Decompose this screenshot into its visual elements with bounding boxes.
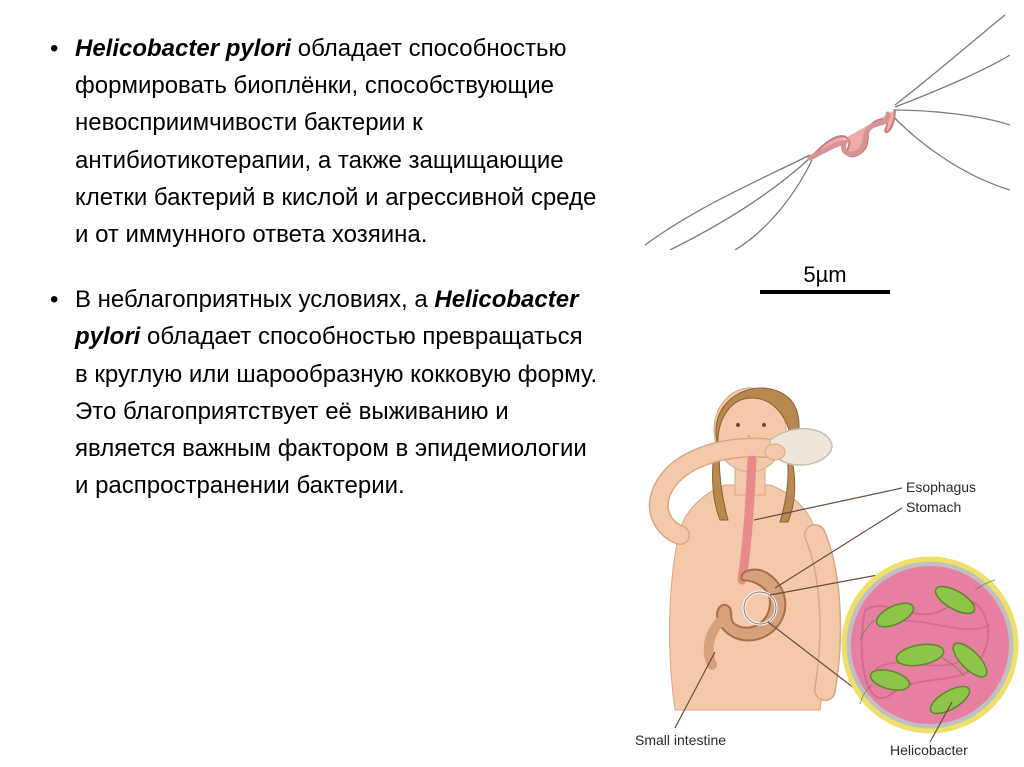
bullet-2: В неблагоприятных условиях, а Helicobact… (45, 281, 600, 504)
scale-bar: 5µm (760, 262, 890, 294)
bullet-list: Helicobacter pylori обладает способность… (45, 30, 600, 504)
scale-text: 5µm (760, 262, 890, 288)
scale-bar-line (760, 290, 890, 294)
label-pylori: pylori (910, 757, 943, 760)
bullet-2-pre: В неблагоприятных условиях, а (75, 286, 434, 313)
bullet-1: Helicobacter pylori обладает способность… (45, 30, 600, 253)
label-esophagus: Esophagus (906, 479, 976, 495)
label-small-intestine: Small intestine (635, 732, 726, 748)
anatomy-illustration: Esophagus Stomach Small intestine (620, 370, 1020, 760)
bacterium-illustration (640, 10, 1010, 250)
bullet-1-lead: Helicobacter pylori (75, 35, 291, 62)
label-stomach: Stomach (906, 499, 961, 515)
label-helicobacter: Helicobacter (890, 742, 968, 758)
text-column: Helicobacter pylori обладает способность… (0, 0, 620, 767)
bullet-1-rest: обладает способностью формировать биоплё… (75, 35, 596, 248)
bullet-2-rest: обладает способностью превращаться в кру… (75, 323, 597, 499)
image-column: 5µm (620, 0, 1024, 767)
